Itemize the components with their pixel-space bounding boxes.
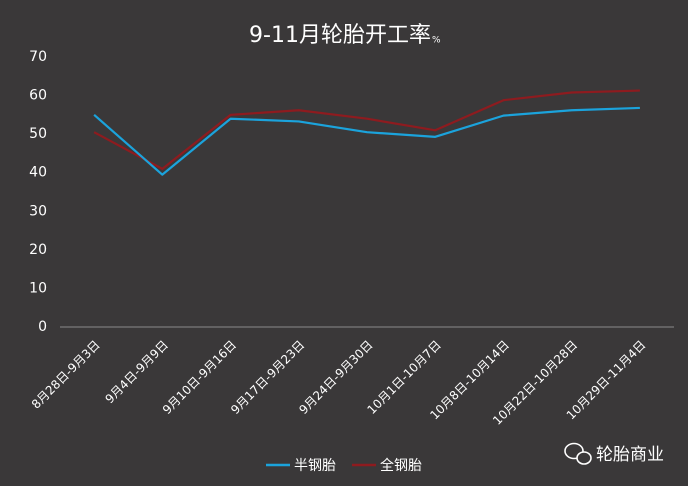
y-tick-label: 50 — [29, 126, 47, 142]
legend-item: 全钢胎 — [352, 457, 422, 474]
y-tick-label: 20 — [29, 242, 47, 258]
legend-label: 半钢胎 — [294, 458, 336, 474]
y-tick-label: 0 — [38, 319, 47, 335]
y-tick-label: 10 — [29, 280, 47, 296]
series-line — [93, 89, 640, 170]
y-tick-label: 30 — [29, 203, 47, 219]
y-tick-label: 60 — [29, 88, 47, 104]
series-line — [93, 106, 640, 176]
watermark-icon — [564, 442, 592, 465]
watermark: 轮胎商业 — [596, 445, 664, 465]
legend-label: 全钢胎 — [380, 457, 422, 474]
y-tick-label: 70 — [29, 49, 47, 65]
legend-item: 半钢胎 — [266, 458, 336, 474]
title-unit: % — [432, 36, 441, 46]
chart-title: 9-11月轮胎开工率 — [249, 23, 431, 48]
y-tick-label: 40 — [29, 165, 47, 181]
